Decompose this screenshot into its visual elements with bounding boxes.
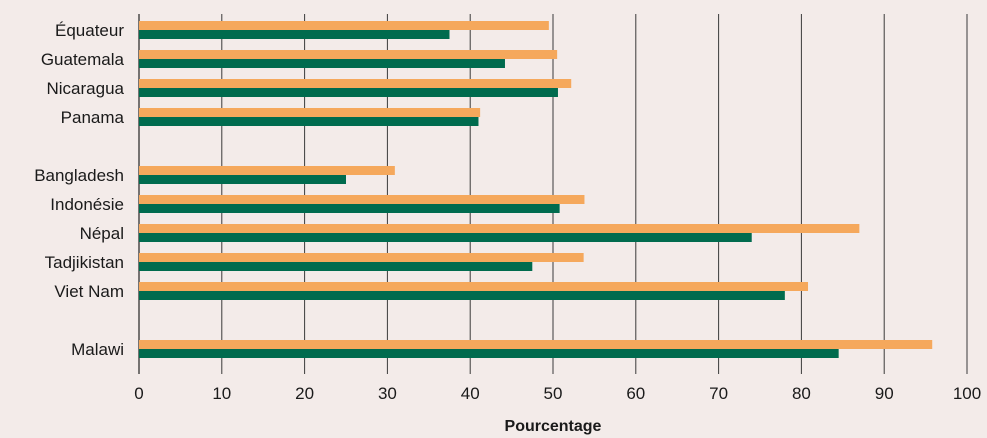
bar-series1-viet-nam [139, 282, 809, 291]
category-label: Nicaragua [47, 79, 125, 98]
bar-series1-nicaragua [139, 79, 572, 88]
bar-series2-nicaragua [139, 88, 558, 97]
x-tick-label: 100 [953, 384, 981, 403]
bar-series2-tadjikistan [139, 262, 533, 271]
bar-series1-malawi [139, 340, 933, 349]
bar-series2-n-pal [139, 233, 752, 242]
bar-series1-n-pal [139, 224, 860, 233]
bar-series2-indon-sie [139, 204, 560, 213]
x-tick-label: 90 [875, 384, 894, 403]
category-label: Bangladesh [34, 166, 124, 185]
x-tick-label: 10 [212, 384, 231, 403]
x-axis-title: Pourcentage [505, 418, 602, 435]
category-label: Népal [80, 224, 124, 243]
bar-series2-bangladesh [139, 175, 346, 184]
category-label: Tadjikistan [45, 253, 124, 272]
x-tick-labels: 0 10 20 30 40 50 60 70 80 90 100 [134, 384, 981, 403]
x-tick-label: 40 [461, 384, 480, 403]
bar-series2-viet-nam [139, 291, 785, 300]
x-tick-label: 70 [709, 384, 728, 403]
bar-series1-tadjikistan [139, 253, 584, 262]
x-tick-label: 60 [626, 384, 645, 403]
x-tick-label: 30 [378, 384, 397, 403]
category-label: Équateur [55, 21, 124, 40]
bars [139, 21, 933, 358]
category-label: Indonésie [50, 195, 124, 214]
x-tick-label: 0 [134, 384, 143, 403]
gridlines [138, 14, 968, 374]
bar-series1--quateur [139, 21, 549, 30]
bar-series1-indon-sie [139, 195, 585, 204]
category-labels: Équateur Guatemala Nicaragua Panama Banglade… [34, 21, 124, 359]
bar-series2--quateur [139, 30, 450, 39]
bar-series2-guatemala [139, 59, 505, 68]
x-tick-label: 80 [792, 384, 811, 403]
category-label: Viet Nam [54, 282, 124, 301]
bar-series2-panama [139, 117, 479, 126]
bar-series2-malawi [139, 349, 839, 358]
bar-series1-bangladesh [139, 166, 395, 175]
category-label: Malawi [71, 340, 124, 359]
bar-series1-panama [139, 108, 481, 117]
x-tick-label: 50 [544, 384, 563, 403]
category-label: Panama [61, 108, 125, 127]
x-tick-label: 20 [295, 384, 314, 403]
bar-series1-guatemala [139, 50, 558, 59]
category-label: Guatemala [41, 50, 125, 69]
